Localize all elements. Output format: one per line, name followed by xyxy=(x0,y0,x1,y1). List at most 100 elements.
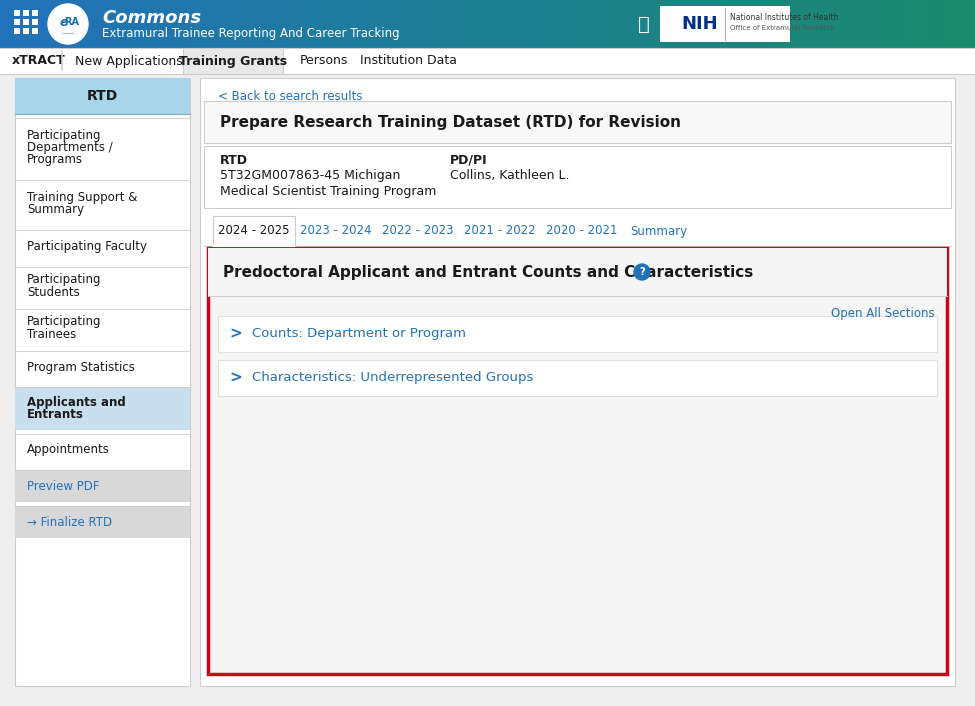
Bar xyxy=(715,0,732,48)
Text: >: > xyxy=(230,326,243,342)
Bar xyxy=(455,0,472,48)
Bar xyxy=(602,0,618,48)
Text: RTD: RTD xyxy=(87,89,118,103)
Bar xyxy=(15,78,190,114)
Bar xyxy=(114,0,131,48)
Text: Characteristics: Underrepresented Groups: Characteristics: Underrepresented Groups xyxy=(252,371,533,385)
Text: 🦅: 🦅 xyxy=(638,15,650,33)
Bar xyxy=(218,316,937,352)
Text: National Institutes of Health: National Institutes of Health xyxy=(730,13,838,23)
Text: 2020 - 2021: 2020 - 2021 xyxy=(546,225,618,237)
Text: Entrants: Entrants xyxy=(27,408,84,421)
Bar xyxy=(17,0,33,48)
Bar xyxy=(0,74,975,706)
Bar xyxy=(15,78,190,686)
Bar xyxy=(32,28,38,34)
Bar xyxy=(617,0,635,48)
Bar xyxy=(204,146,951,208)
Bar xyxy=(195,0,213,48)
Circle shape xyxy=(634,264,650,280)
Bar xyxy=(439,0,456,48)
Bar xyxy=(634,0,651,48)
Bar xyxy=(731,0,749,48)
Bar xyxy=(32,10,38,16)
Text: Departments /: Departments / xyxy=(27,140,113,153)
Bar xyxy=(49,0,66,48)
Text: Medical Scientist Training Program: Medical Scientist Training Program xyxy=(220,186,437,198)
Bar xyxy=(15,470,190,502)
Bar xyxy=(422,0,440,48)
Text: 5T32GM007863-45 Michigan: 5T32GM007863-45 Michigan xyxy=(220,169,401,182)
Bar xyxy=(208,248,947,296)
Bar xyxy=(471,0,488,48)
Bar xyxy=(878,0,895,48)
Bar xyxy=(32,0,50,48)
Text: xTRACT: xTRACT xyxy=(12,54,65,68)
Text: Students: Students xyxy=(27,285,80,299)
Bar xyxy=(390,0,408,48)
Bar xyxy=(81,0,98,48)
Text: >: > xyxy=(230,371,243,385)
Bar xyxy=(98,0,115,48)
Text: New Applications: New Applications xyxy=(75,54,182,68)
Text: < Back to search results: < Back to search results xyxy=(218,90,363,102)
Bar xyxy=(65,0,82,48)
Bar xyxy=(212,0,228,48)
Bar xyxy=(660,6,790,42)
Bar xyxy=(520,0,537,48)
Bar xyxy=(213,216,295,246)
Text: Institution Data: Institution Data xyxy=(360,54,457,68)
Bar xyxy=(829,0,846,48)
Text: Open All Sections: Open All Sections xyxy=(832,308,935,321)
Text: Program Statistics: Program Statistics xyxy=(27,361,135,373)
Bar xyxy=(748,0,764,48)
Bar xyxy=(763,0,781,48)
Text: Office of Extramural Research: Office of Extramural Research xyxy=(730,25,835,31)
Text: ——›: ——› xyxy=(61,32,75,37)
Bar xyxy=(0,0,18,48)
Bar xyxy=(218,360,937,396)
Bar xyxy=(178,0,196,48)
Bar xyxy=(23,28,29,34)
Bar xyxy=(23,19,29,25)
Text: → Finalize RTD: → Finalize RTD xyxy=(27,515,112,529)
Bar xyxy=(15,506,190,538)
Bar xyxy=(163,0,179,48)
Text: Participating: Participating xyxy=(27,128,101,141)
Text: Training Support &: Training Support & xyxy=(27,191,137,203)
Bar xyxy=(845,0,862,48)
Bar xyxy=(488,0,505,48)
Bar xyxy=(341,0,359,48)
Circle shape xyxy=(48,4,88,44)
Text: 2024 - 2025: 2024 - 2025 xyxy=(218,225,290,237)
Bar xyxy=(536,0,554,48)
Text: RA: RA xyxy=(64,17,80,27)
Bar xyxy=(958,0,975,48)
Bar xyxy=(682,0,700,48)
Bar xyxy=(32,19,38,25)
Bar xyxy=(780,0,798,48)
Bar xyxy=(926,0,944,48)
Bar xyxy=(204,101,951,143)
Text: Trainees: Trainees xyxy=(27,328,76,340)
Bar xyxy=(14,19,20,25)
Text: NIH: NIH xyxy=(682,15,719,33)
Bar xyxy=(183,48,283,74)
Bar xyxy=(666,0,683,48)
Text: 2023 - 2024: 2023 - 2024 xyxy=(300,225,371,237)
Bar xyxy=(585,0,603,48)
Text: Preview PDF: Preview PDF xyxy=(27,479,99,493)
Bar xyxy=(276,0,293,48)
Text: Appointments: Appointments xyxy=(27,443,110,457)
Bar xyxy=(943,0,959,48)
Bar xyxy=(14,10,20,16)
Bar xyxy=(0,48,975,74)
Bar xyxy=(504,0,521,48)
Bar xyxy=(699,0,716,48)
Bar xyxy=(325,0,342,48)
Bar xyxy=(0,0,975,48)
Text: 2022 - 2023: 2022 - 2023 xyxy=(382,225,453,237)
Bar xyxy=(244,0,261,48)
Text: Training Grants: Training Grants xyxy=(179,54,287,68)
Bar xyxy=(861,0,878,48)
